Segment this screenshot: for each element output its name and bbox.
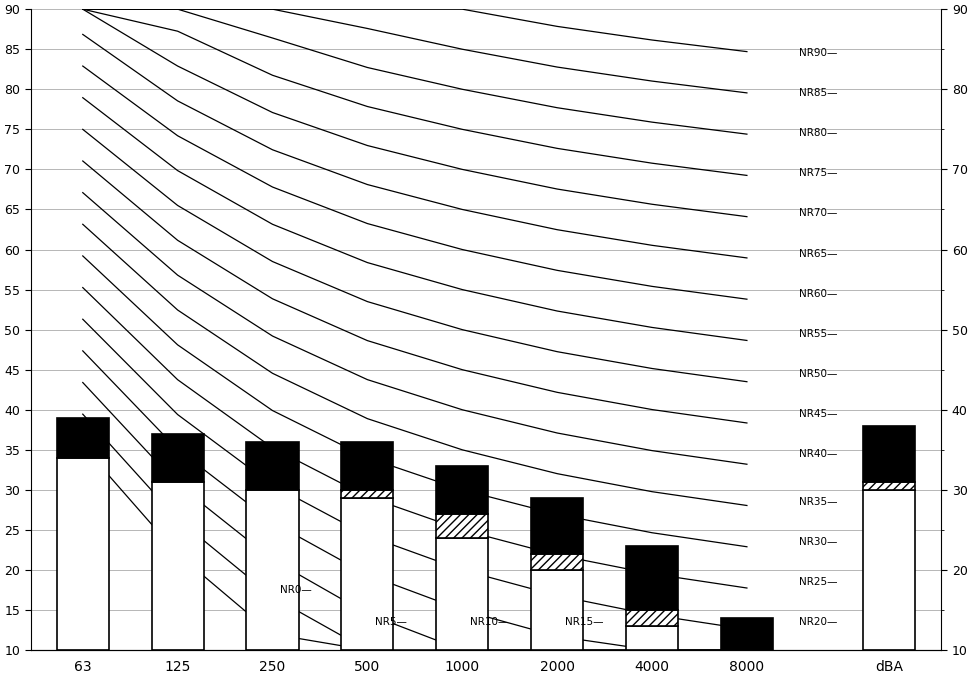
Text: NR65—: NR65—: [799, 249, 838, 258]
Bar: [863, 426, 916, 482]
Bar: [626, 610, 678, 626]
Bar: [863, 482, 916, 490]
Bar: [341, 498, 394, 650]
Bar: [341, 490, 394, 498]
Text: NR70—: NR70—: [799, 208, 838, 218]
Bar: [56, 418, 109, 458]
Text: NR15—: NR15—: [565, 617, 604, 627]
Text: NR30—: NR30—: [799, 537, 838, 547]
Text: NR85—: NR85—: [799, 88, 838, 98]
Text: NR60—: NR60—: [799, 289, 838, 298]
Bar: [247, 442, 298, 490]
Text: NR80—: NR80—: [799, 128, 838, 138]
Bar: [721, 618, 773, 650]
Bar: [626, 626, 678, 650]
Bar: [247, 490, 298, 650]
Bar: [152, 482, 204, 650]
Text: NR40—: NR40—: [799, 449, 838, 459]
Text: NR25—: NR25—: [799, 577, 838, 587]
Bar: [436, 538, 488, 650]
Bar: [626, 546, 678, 610]
Text: NR45—: NR45—: [799, 409, 838, 419]
Bar: [56, 458, 109, 650]
Bar: [152, 434, 204, 482]
Bar: [531, 570, 583, 650]
Text: NR10—: NR10—: [469, 617, 508, 627]
Bar: [531, 554, 583, 570]
Text: NR5—: NR5—: [375, 617, 407, 627]
Text: NR90—: NR90—: [799, 48, 838, 58]
Bar: [341, 442, 394, 490]
Text: NR75—: NR75—: [799, 168, 838, 178]
Bar: [436, 466, 488, 514]
Bar: [531, 498, 583, 554]
Bar: [436, 514, 488, 538]
Text: NR50—: NR50—: [799, 369, 838, 379]
Text: NR35—: NR35—: [799, 497, 838, 507]
Text: NR20—: NR20—: [799, 617, 838, 627]
Text: NR55—: NR55—: [799, 329, 838, 338]
Text: NR0—: NR0—: [280, 585, 312, 595]
Bar: [863, 490, 916, 650]
